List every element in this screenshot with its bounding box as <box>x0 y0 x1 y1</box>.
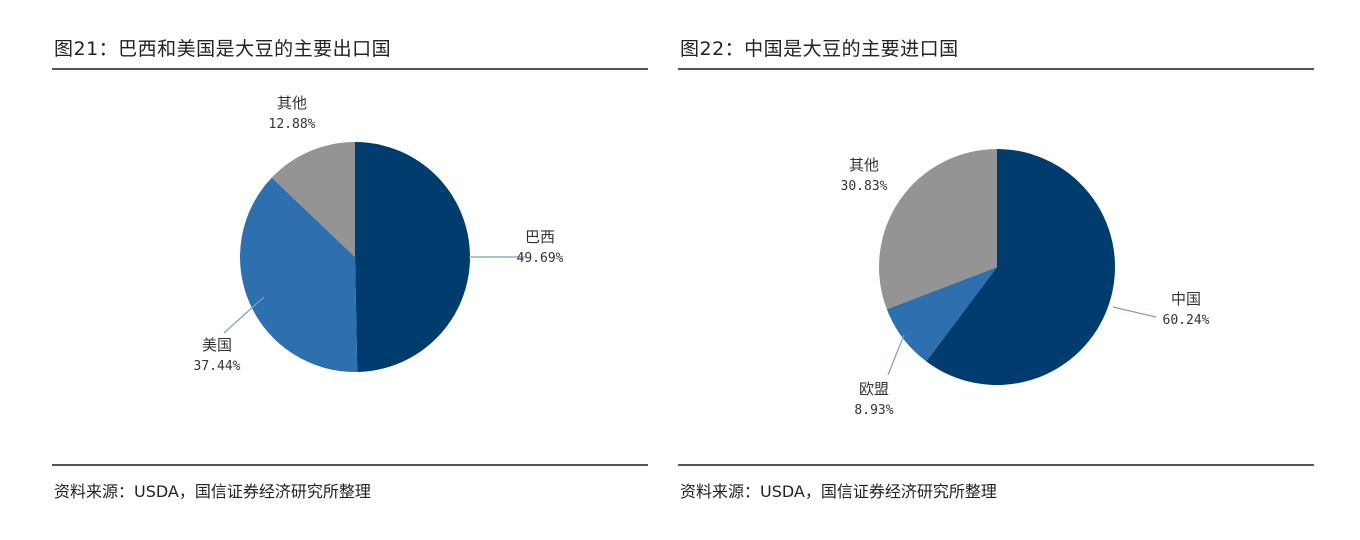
source-note: 资料来源：USDA，国信证券经济研究所整理 <box>680 478 997 502</box>
pie-slice-2 <box>879 149 997 310</box>
source-divider <box>678 464 1314 466</box>
source-divider <box>52 464 648 466</box>
pie-slice-0 <box>926 149 1115 385</box>
pie-slice-1 <box>886 267 997 362</box>
title-divider <box>678 68 1314 70</box>
slice-percent-label: 30.83% <box>841 179 888 194</box>
figure-21-panel: 图21：巴西和美国是大豆的主要出口国 巴西 49.69% 美国 37.44% 其他 12.… <box>52 0 648 540</box>
figure-title: 图22：中国是大豆的主要进口国 <box>680 38 959 60</box>
slice-label: 其他 <box>277 94 307 112</box>
title-divider <box>52 68 648 70</box>
pie-slice-2 <box>271 142 355 257</box>
slice-label: 巴西 <box>525 228 555 246</box>
source-text: USDA，国信证券经济研究所整理 <box>134 482 371 501</box>
source-text: USDA，国信证券经济研究所整理 <box>760 482 997 501</box>
slice-percent-label: 60.24% <box>1163 313 1210 328</box>
export-pie-chart: 巴西 49.69% 美国 37.44% 其他 12.88% <box>194 94 564 374</box>
pie-slice-0 <box>355 142 470 372</box>
slice-percent-label: 12.88% <box>269 117 316 132</box>
source-prefix: 资料来源： <box>54 482 135 501</box>
slice-label: 其他 <box>849 156 879 174</box>
leader-line <box>223 296 265 334</box>
pie-slice-1 <box>240 177 358 372</box>
slice-label: 欧盟 <box>859 380 889 398</box>
figure-22-panel: 图22：中国是大豆的主要进口国 中国 60.24% 欧盟 8.93% 其他 30.83% … <box>678 0 1314 540</box>
import-pie-chart: 中国 60.24% 欧盟 8.93% 其他 30.83% <box>841 149 1210 418</box>
slice-percent-label: 49.69% <box>517 251 564 266</box>
leader-line <box>887 334 905 376</box>
source-note: 资料来源：USDA，国信证券经济研究所整理 <box>54 478 371 502</box>
figure-title: 图21：巴西和美国是大豆的主要出口国 <box>54 38 392 60</box>
slice-percent-label: 37.44% <box>194 359 241 374</box>
slice-label: 美国 <box>202 336 232 354</box>
slice-percent-label: 8.93% <box>854 403 893 418</box>
leader-line <box>1112 306 1157 318</box>
source-prefix: 资料来源： <box>680 482 761 501</box>
slice-label: 中国 <box>1171 290 1201 308</box>
